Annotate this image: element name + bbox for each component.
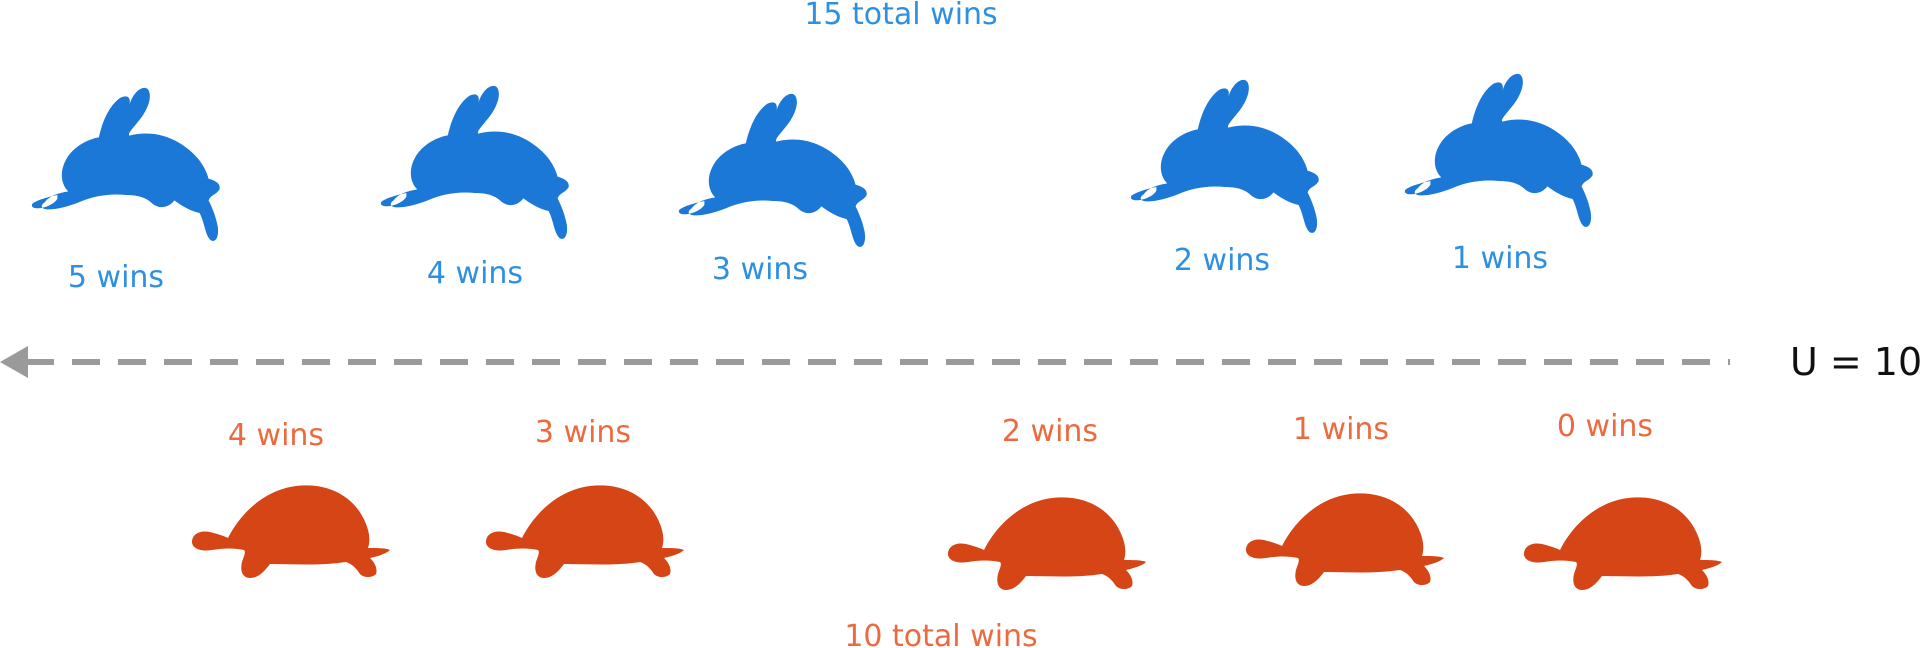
rabbit-group: 5 wins 4 wins 3 wins 2 wins 1 wins xyxy=(31,73,1593,295)
tortoise-item: 2 wins xyxy=(948,414,1146,590)
rabbit-item: 2 wins xyxy=(1130,79,1319,278)
rabbit-wins-label: 5 wins xyxy=(68,260,164,295)
tortoise-icon xyxy=(1246,493,1444,586)
tortoise-wins-label: 3 wins xyxy=(535,415,631,450)
rabbit-item: 4 wins xyxy=(380,85,569,291)
tortoise-item: 4 wins xyxy=(192,418,390,578)
tortoise-item: 0 wins xyxy=(1524,409,1722,590)
tortoise-group: 4 wins 3 wins 2 wins 1 wins 0 wins xyxy=(192,409,1722,590)
rabbit-item: 1 wins xyxy=(1404,73,1593,276)
rabbit-wins-label: 1 wins xyxy=(1452,241,1548,276)
rabbit-wins-label: 3 wins xyxy=(712,252,808,287)
tortoise-item: 1 wins xyxy=(1246,412,1444,586)
tortoise-wins-label: 2 wins xyxy=(1002,414,1098,449)
tortoise-wins-label: 1 wins xyxy=(1293,412,1389,447)
tortoise-icon xyxy=(486,485,684,578)
tortoise-icon xyxy=(192,485,390,578)
tortoise-icon xyxy=(1524,497,1722,590)
tortoise-item: 3 wins xyxy=(486,415,684,578)
tortoise-icon xyxy=(948,497,1146,590)
u-statistic-label: U = 10 xyxy=(1790,340,1920,384)
rabbit-icon xyxy=(31,87,220,241)
rabbit-icon xyxy=(380,85,569,239)
rabbit-item: 3 wins xyxy=(678,93,867,287)
tortoise-wins-label: 0 wins xyxy=(1557,409,1653,444)
tortoises-total-label: 10 total wins xyxy=(844,619,1037,648)
rabbit-icon xyxy=(1130,79,1319,233)
rabbits-total-label: 15 total wins xyxy=(804,0,997,32)
comparison-axis: U = 10 xyxy=(0,340,1920,384)
tortoise-wins-label: 4 wins xyxy=(228,418,324,453)
arrow-left-icon xyxy=(0,346,28,378)
rabbit-icon xyxy=(1404,73,1593,227)
rabbit-wins-label: 4 wins xyxy=(427,256,523,291)
rabbit-icon xyxy=(678,93,867,247)
rabbit-item: 5 wins xyxy=(31,87,220,295)
rabbit-wins-label: 2 wins xyxy=(1174,243,1270,278)
